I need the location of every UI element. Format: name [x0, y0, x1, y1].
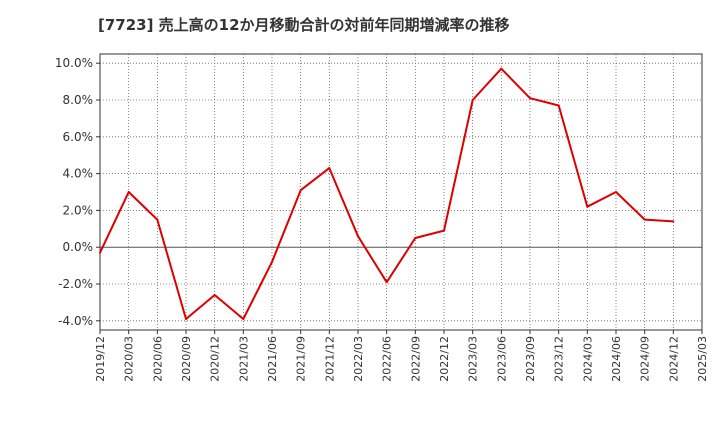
x-tick-label: 2023/06: [495, 336, 508, 382]
x-tick-label: 2020/09: [180, 336, 193, 382]
y-tick-label: 2.0%: [63, 203, 94, 217]
data-point: [328, 167, 330, 169]
x-tick-label: 2019/12: [94, 336, 107, 382]
x-tick-label: 2020/06: [151, 336, 164, 382]
x-tick-label: 2021/09: [295, 336, 308, 382]
data-point: [443, 230, 445, 232]
y-tick-label: 8.0%: [63, 93, 94, 107]
x-tick-label: 2023/03: [467, 336, 480, 382]
axes: [100, 54, 702, 330]
y-tick-label: 4.0%: [63, 167, 94, 181]
x-tick-label: 2022/09: [409, 336, 422, 382]
x-tick-label: 2021/06: [266, 336, 279, 382]
x-tick-label: 2021/03: [237, 336, 250, 382]
data-point: [644, 219, 646, 221]
x-tick-label: 2024/09: [639, 336, 652, 382]
y-tick-label: 0.0%: [63, 240, 94, 254]
x-tick-label: 2023/09: [524, 336, 537, 382]
data-point: [300, 189, 302, 191]
data-point: [529, 97, 531, 99]
data-point: [156, 219, 158, 221]
x-tick-label: 2024/06: [610, 336, 623, 382]
data-point: [357, 235, 359, 237]
y-tick-label: -4.0%: [58, 314, 93, 328]
data-point: [386, 281, 388, 283]
x-tick-label: 2022/06: [381, 336, 394, 382]
data-point: [214, 294, 216, 296]
data-point: [558, 105, 560, 107]
data-point: [128, 191, 130, 193]
data-point: [99, 252, 101, 254]
data-point: [414, 237, 416, 239]
x-tick-label: 2024/03: [581, 336, 594, 382]
grid-lines: [100, 54, 702, 330]
y-tick-label: 6.0%: [63, 130, 94, 144]
data-point: [242, 318, 244, 320]
y-axis-ticks: 10.0% 8.0% 6.0% 4.0% 2.0% 0.0% -2.0% -4.0%: [55, 56, 100, 328]
line-chart: 10.0% 8.0% 6.0% 4.0% 2.0% 0.0% -2.0% -4.0% 2019…: [0, 0, 720, 440]
x-axis-ticks: 2019/12 2020/03 2020/06 2020/09 2020/12 2021/…: [94, 330, 709, 382]
y-tick-label: -2.0%: [58, 277, 93, 291]
data-point: [586, 206, 588, 208]
x-tick-label: 2022/03: [352, 336, 365, 382]
data-point: [615, 191, 617, 193]
data-point: [672, 220, 674, 222]
x-tick-label: 2022/12: [438, 336, 451, 382]
x-tick-label: 2021/12: [323, 336, 336, 382]
data-point: [472, 99, 474, 101]
data-point: [185, 318, 187, 320]
data-point: [500, 68, 502, 70]
x-tick-label: 2025/03: [696, 336, 709, 382]
x-tick-label: 2020/03: [123, 336, 136, 382]
y-tick-label: 10.0%: [55, 56, 93, 70]
x-tick-label: 2020/12: [209, 336, 222, 382]
x-tick-label: 2024/12: [667, 336, 680, 382]
data-point: [271, 261, 273, 263]
x-tick-label: 2023/12: [553, 336, 566, 382]
plot-frame: [100, 54, 702, 330]
